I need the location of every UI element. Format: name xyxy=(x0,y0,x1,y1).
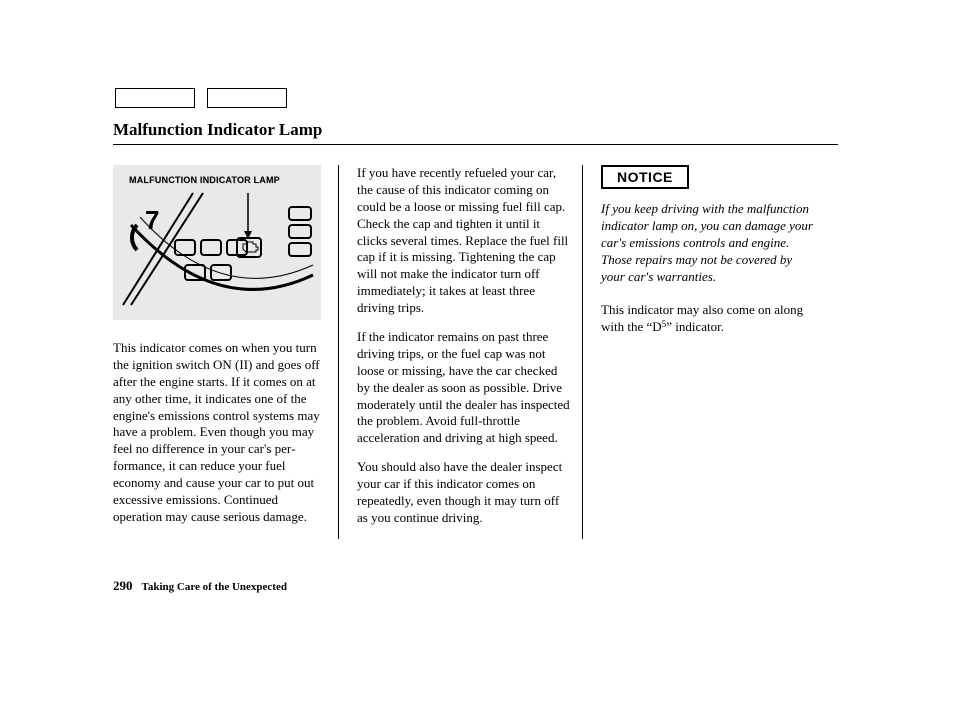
top-box-1 xyxy=(115,88,195,108)
column-2: If you have recently refueled your car, … xyxy=(357,165,583,539)
col2-para-1: If you have recently refueled your car, … xyxy=(357,165,572,317)
column-1: MALFUNCTION INDICATOR LAMP 7 xyxy=(113,165,339,539)
indicator-digit: 7 xyxy=(145,205,159,235)
dashboard-diagram-svg: 7 xyxy=(113,165,321,320)
page: Malfunction Indicator Lamp MALFUNCTION I… xyxy=(0,0,954,710)
diagram-caption: MALFUNCTION INDICATOR LAMP xyxy=(129,175,280,187)
diagram: MALFUNCTION INDICATOR LAMP 7 xyxy=(113,165,321,320)
col2-para-3: You should also have the dealer inspect … xyxy=(357,459,572,527)
notice-text: If you keep driving with the malfunction… xyxy=(601,201,816,285)
top-link-boxes xyxy=(115,88,287,108)
page-footer: 290 Taking Care of the Unexpected xyxy=(113,578,287,595)
col1-para-1: This indicator comes on when you turn th… xyxy=(113,340,328,526)
page-heading: Malfunction Indicator Lamp xyxy=(113,119,838,145)
col2-para-2: If the indicator remains on past three d… xyxy=(357,329,572,447)
col3-para-1: This indicator may also come on along wi… xyxy=(601,302,816,336)
content-columns: MALFUNCTION INDICATOR LAMP 7 xyxy=(113,165,816,539)
page-number: 290 xyxy=(113,578,133,593)
top-box-2 xyxy=(207,88,287,108)
notice-label: NOTICE xyxy=(601,165,689,189)
col3-p1-suffix: ” indicator. xyxy=(666,319,724,334)
footer-section: Taking Care of the Unexpected xyxy=(142,581,287,593)
column-3: NOTICE If you keep driving with the malf… xyxy=(601,165,816,539)
